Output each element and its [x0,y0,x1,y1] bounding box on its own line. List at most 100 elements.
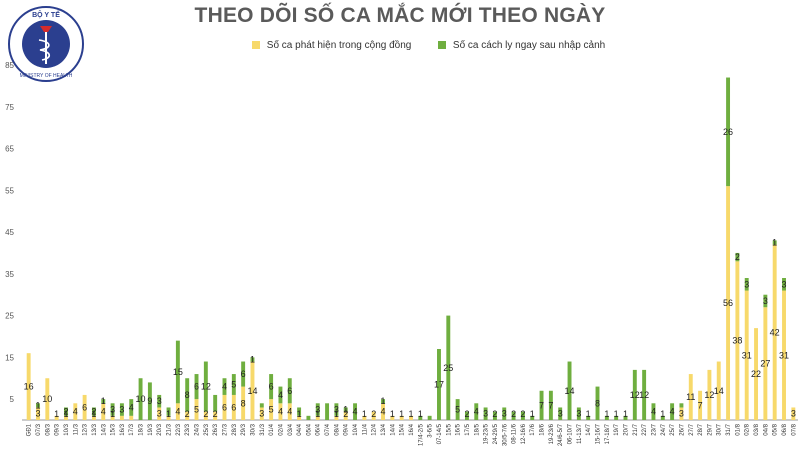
x-tick-label: 06/8 [782,423,788,435]
x-tick-label: 3-6/5 [428,423,434,437]
bar-domestic [315,415,320,420]
bar-imported [782,278,786,291]
data-label: 4 [278,390,283,400]
bar-imported [306,415,311,420]
bar-imported [185,378,190,412]
x-tick-label: 10/4 [353,423,359,435]
data-label: 1 [390,409,395,419]
bar-imported [91,407,96,416]
x-tick-label: 20/7 [623,423,629,435]
legend-swatch-imported [438,41,447,49]
bar-domestic [54,415,59,420]
data-label: 3 [259,409,264,419]
bar-domestic [278,403,283,420]
bar-imported [315,403,320,416]
data-label: 1 [110,409,115,419]
bar-imported [520,411,525,420]
bar-imported [64,407,68,416]
y-tick-label: 15 [5,353,14,362]
bar-imported [36,403,40,408]
data-label: 5 [269,405,274,415]
bar-domestic [297,415,302,420]
bar-imported [297,407,302,416]
bar-domestic [390,415,395,420]
x-tick-label: 20/3 [157,423,163,435]
data-label: 1 [343,405,348,415]
data-label: 4 [670,407,675,417]
bar-imported [660,415,665,420]
x-tick-label: 07/8 [791,423,797,435]
bar-domestic [185,411,190,420]
x-tick-label: 16/4 [409,423,415,435]
bar-domestic [334,415,339,420]
bar-imported [437,349,441,420]
bar-imported [138,378,143,420]
data-label: 4 [381,407,386,417]
legend-label-imported: Số ca cách ly ngay sau nhập cảnh [452,40,606,51]
data-label: 2 [91,407,96,417]
x-tick-label: 24/7 [661,423,667,435]
data-label: 7 [698,400,703,410]
x-tick-label: 02/8 [745,423,751,435]
x-tick-label: 23/7 [651,423,657,435]
legend-label-domestic: Số ca phát hiện trong cộng đồng [266,40,412,51]
data-label: 5 [231,380,236,390]
data-label: 56 [723,298,733,308]
x-tick-label: 07/4 [325,423,331,435]
data-label: 2 [371,409,376,419]
data-label: 3 [35,409,40,419]
data-label: 4 [474,407,479,417]
x-tick-label: 08/3 [45,423,51,435]
x-tick-label: 14/4 [390,423,396,435]
bar-imported [147,382,152,420]
bar-domestic [371,411,376,420]
bar-imported [744,278,749,291]
bar-domestic [213,411,218,420]
x-tick-label: 15/3 [111,423,117,435]
data-label: 6 [82,402,87,412]
x-tick-label: 04/4 [297,423,303,435]
x-tick-label: 01/4 [269,423,275,435]
x-tick-label: 12-16/6 [521,423,527,444]
data-label: 1 [586,409,591,419]
data-label: 3 [763,296,768,306]
x-tick-label: 25/7 [670,423,676,435]
data-label: 5 [455,405,460,415]
x-tick-label: 03/8 [754,423,760,435]
x-tick-label: 15/4 [400,423,406,435]
bar-domestic [409,415,413,420]
data-label: 31 [742,350,752,360]
data-label: 3 [558,409,563,419]
x-tick-label: 30/7 [717,423,723,435]
x-tick-label: 01/8 [735,423,741,435]
data-label: 3 [744,279,749,289]
data-label: 3 [334,405,339,415]
data-label: 15 [173,367,183,377]
y-tick-label: 85 [5,61,14,70]
bar-imported [175,340,180,404]
y-tick-label: 5 [10,395,15,404]
x-tick-label: 16/5 [456,423,462,435]
bar-domestic [250,361,255,420]
bar-imported [474,403,479,420]
bar-domestic [707,369,712,420]
data-label: 2 [492,409,497,419]
data-label: 1 [530,409,535,419]
bar-domestic [791,407,796,420]
bar-imported [110,403,115,416]
bar-imported [539,390,544,420]
bar-domestic [763,307,768,420]
x-tick-label: 07/3 [36,423,42,435]
bar-domestic [203,411,208,420]
data-label: 1 [408,409,413,419]
x-tick-label: 31/7 [726,423,732,435]
bar-imported [241,361,246,387]
logo-top-text: BỘ Y TẾ [32,9,60,19]
bar-imported [558,407,563,420]
data-label: 11 [686,392,695,402]
x-tick-label: 16/3 [120,423,126,435]
data-label: 4 [73,407,78,417]
bar-imported [614,415,619,420]
bar-domestic [754,328,758,420]
